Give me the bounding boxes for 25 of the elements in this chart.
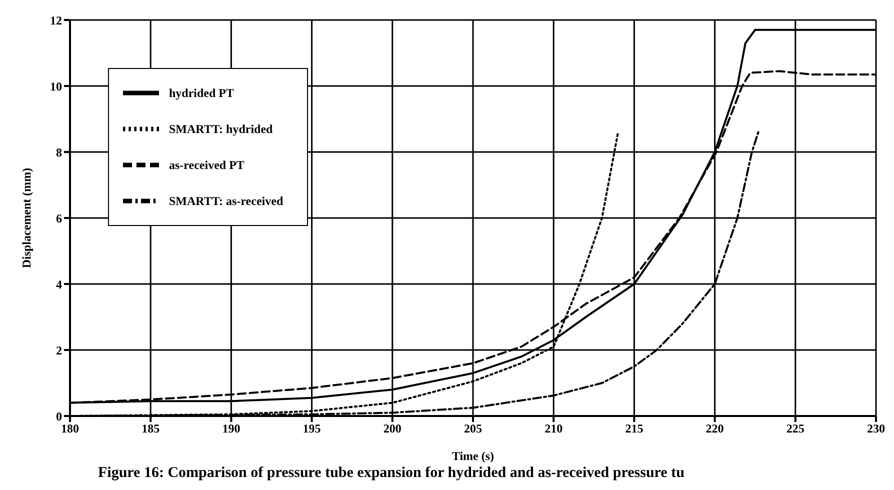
y-tick-label: 8 (56, 145, 62, 160)
x-tick-label: 215 (625, 422, 644, 436)
y-tick-label: 0 (56, 409, 62, 424)
caption: Figure 16: Comparison of pressure tube expansion for hydrided and as-received pressure tu (98, 464, 686, 482)
legend-label: SMARTT: as-received (169, 194, 284, 208)
x-tick-label: 190 (222, 422, 240, 436)
y-tick-label: 10 (50, 79, 62, 94)
x-axis-title: Time (s) (452, 449, 494, 463)
x-tick-label: 225 (786, 422, 804, 436)
x-tick-label: 230 (867, 422, 885, 436)
x-tick-label: 205 (464, 422, 482, 436)
legend-label: as-received PT (169, 158, 244, 172)
y-tick-label: 2 (56, 343, 62, 358)
x-tick-label: 185 (142, 422, 160, 436)
y-tick-label: 6 (56, 211, 62, 226)
x-tick-label: 220 (706, 422, 724, 436)
x-tick-label: 210 (544, 422, 563, 436)
x-tick-label: 195 (302, 422, 321, 436)
legend-label: hydrided PT (169, 86, 234, 100)
legend-label: SMARTT: hydrided (169, 122, 273, 136)
y-axis-title: Displacement (mm) (19, 168, 34, 268)
x-tick-label: 200 (383, 422, 402, 436)
y-tick-label: 12 (50, 13, 62, 28)
x-tick-label: 180 (61, 422, 79, 436)
y-tick-label: 4 (56, 277, 62, 292)
